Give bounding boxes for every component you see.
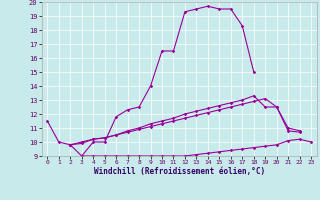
X-axis label: Windchill (Refroidissement éolien,°C): Windchill (Refroidissement éolien,°C)	[94, 167, 265, 176]
